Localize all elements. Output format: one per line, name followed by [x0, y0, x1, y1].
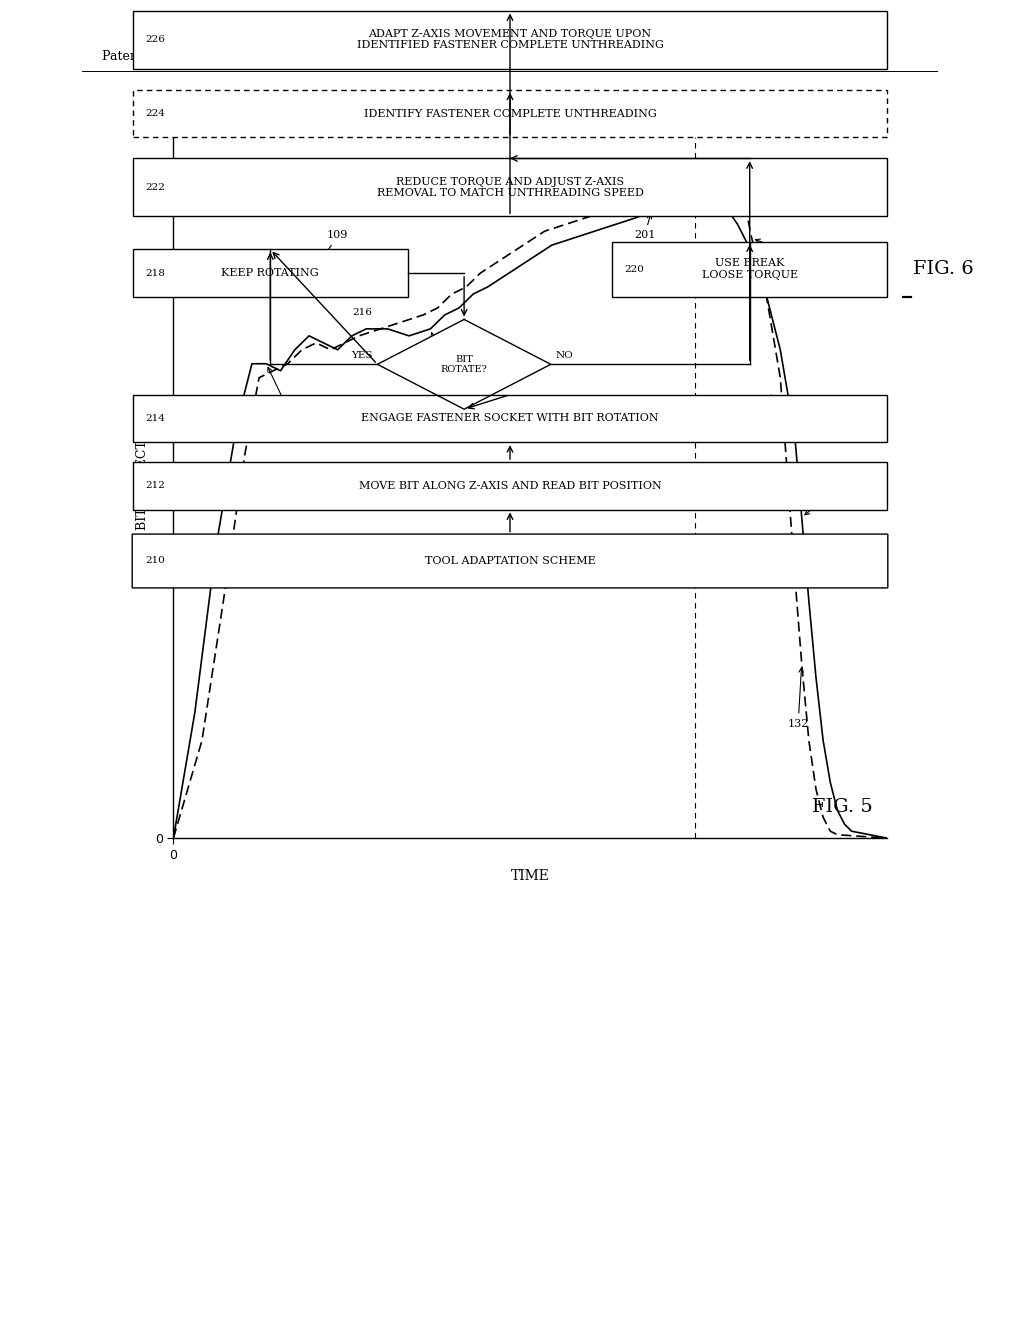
- Text: NO: NO: [555, 351, 573, 360]
- FancyBboxPatch shape: [132, 535, 887, 587]
- Text: 202: 202: [748, 395, 770, 421]
- Bar: [611, 242, 887, 297]
- Text: 201: 201: [634, 214, 654, 240]
- Text: FIG. 6: FIG. 6: [912, 260, 973, 279]
- X-axis label: TIME: TIME: [511, 869, 549, 883]
- Bar: [132, 11, 887, 69]
- Text: REDUCE TORQUE AND ADJUST Z-AXIS
REMOVAL TO MATCH UNTHREADING SPEED: REDUCE TORQUE AND ADJUST Z-AXIS REMOVAL …: [376, 177, 643, 198]
- Text: IDENTIFY FASTENER COMPLETE UNTHREADING: IDENTIFY FASTENER COMPLETE UNTHREADING: [363, 108, 656, 119]
- Text: USE BREAK
LOOSE TORQUE: USE BREAK LOOSE TORQUE: [701, 259, 797, 280]
- Text: BIT
ROTATE?: BIT ROTATE?: [440, 355, 487, 374]
- Text: US 2015/0127138 A1: US 2015/0127138 A1: [734, 50, 869, 63]
- Text: ADAPT Z-AXIS MOVEMENT AND TORQUE UPON
IDENTIFIED FASTENER COMPLETE UNTHREADING: ADAPT Z-AXIS MOVEMENT AND TORQUE UPON ID…: [357, 29, 662, 50]
- Text: FIG. 5: FIG. 5: [811, 799, 872, 816]
- Text: 210: 210: [145, 557, 164, 565]
- Text: Patent Application Publication: Patent Application Publication: [102, 50, 294, 63]
- Text: 226: 226: [145, 36, 164, 44]
- Bar: [132, 462, 887, 510]
- Text: May 7, 2015   Sheet 3 of 4: May 7, 2015 Sheet 3 of 4: [428, 50, 595, 63]
- Bar: [132, 249, 408, 297]
- Polygon shape: [377, 319, 550, 409]
- Text: YES: YES: [351, 351, 372, 360]
- Text: 204: 204: [755, 239, 790, 255]
- Bar: [132, 158, 887, 216]
- Bar: [132, 90, 887, 137]
- Text: 218: 218: [145, 269, 164, 277]
- Text: 04: 04: [804, 495, 829, 515]
- Text: TOOL ADAPTATION SCHEME: TOOL ADAPTATION SCHEME: [424, 556, 595, 566]
- Text: 216: 216: [353, 308, 372, 317]
- Text: 212: 212: [145, 482, 164, 490]
- Text: KEEP ROTATING: KEEP ROTATING: [221, 268, 319, 279]
- Text: 220: 220: [624, 265, 643, 273]
- Text: 224: 224: [145, 110, 164, 117]
- Text: 222: 222: [145, 183, 164, 191]
- Text: ENGAGE FASTENER SOCKET WITH BIT ROTATION: ENGAGE FASTENER SOCKET WITH BIT ROTATION: [361, 413, 658, 424]
- Bar: [132, 395, 887, 442]
- Text: 109: 109: [311, 230, 347, 277]
- Text: 199: 199: [268, 367, 305, 429]
- Text: 196: 196: [430, 333, 462, 401]
- Y-axis label: BIT DEFLECTION: BIT DEFLECTION: [137, 413, 149, 531]
- Text: 200: 200: [691, 180, 711, 206]
- Text: MOVE BIT ALONG Z-AXIS AND READ BIT POSITION: MOVE BIT ALONG Z-AXIS AND READ BIT POSIT…: [359, 480, 660, 491]
- Text: 132: 132: [787, 668, 808, 729]
- Text: 214: 214: [145, 414, 164, 422]
